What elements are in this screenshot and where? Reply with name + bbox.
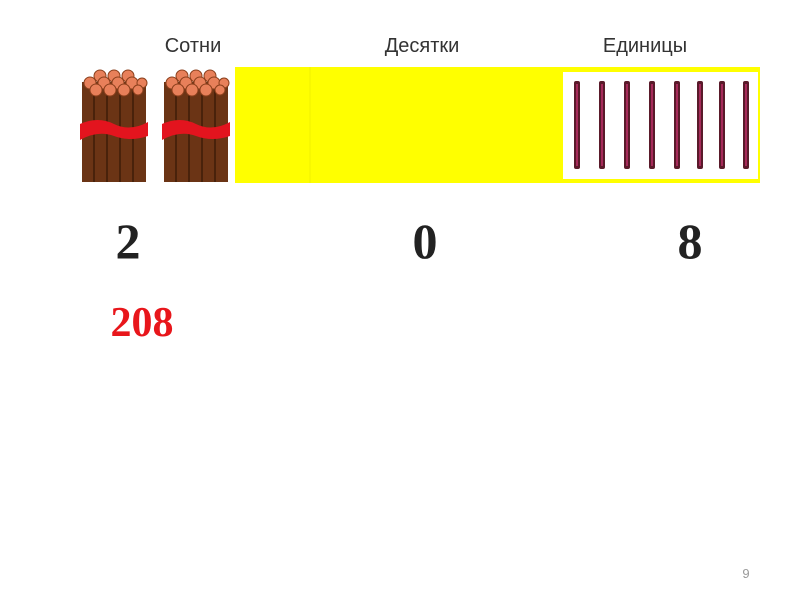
digit: 8	[678, 213, 703, 269]
units-box	[563, 72, 758, 179]
digit: 2	[116, 213, 141, 269]
digit: 0	[413, 213, 438, 269]
hundred-bundle	[161, 69, 231, 183]
header: Десятки	[385, 35, 460, 57]
number: 208	[111, 300, 174, 346]
page-number: 9	[742, 566, 749, 581]
header: Сотни	[165, 35, 222, 57]
header: Единицы	[603, 35, 687, 57]
hundred-bundle	[79, 69, 149, 183]
